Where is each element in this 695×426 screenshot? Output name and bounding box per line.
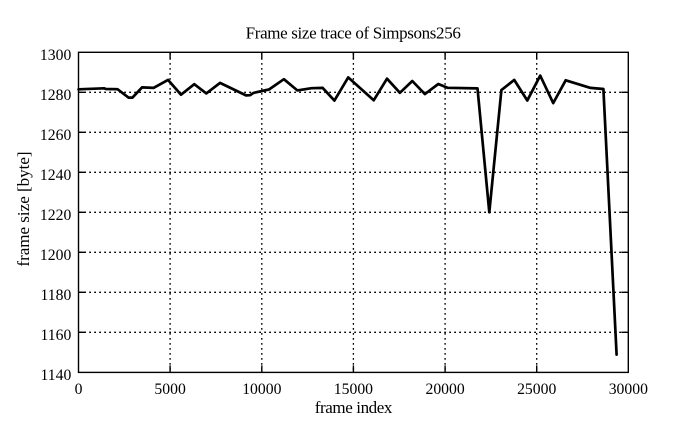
svg-text:15000: 15000 [334,381,373,398]
svg-text:1160: 1160 [41,327,72,344]
svg-text:0: 0 [75,381,83,398]
svg-text:frame size [byte]: frame size [byte] [14,151,33,266]
svg-text:1240: 1240 [40,167,72,184]
svg-text:1280: 1280 [40,87,72,104]
svg-text:1260: 1260 [40,127,72,144]
svg-text:1220: 1220 [40,207,72,224]
svg-text:1180: 1180 [41,287,72,304]
svg-text:5000: 5000 [154,381,186,398]
svg-text:25000: 25000 [517,381,556,398]
svg-text:frame index: frame index [315,398,393,417]
svg-text:Frame size trace of Simpsons25: Frame size trace of Simpsons256 [246,24,461,43]
svg-text:20000: 20000 [425,381,464,398]
svg-text:1300: 1300 [40,47,72,64]
svg-text:10000: 10000 [242,381,281,398]
svg-text:30000: 30000 [609,381,648,398]
svg-text:1140: 1140 [41,367,72,384]
svg-text:1200: 1200 [40,247,72,264]
